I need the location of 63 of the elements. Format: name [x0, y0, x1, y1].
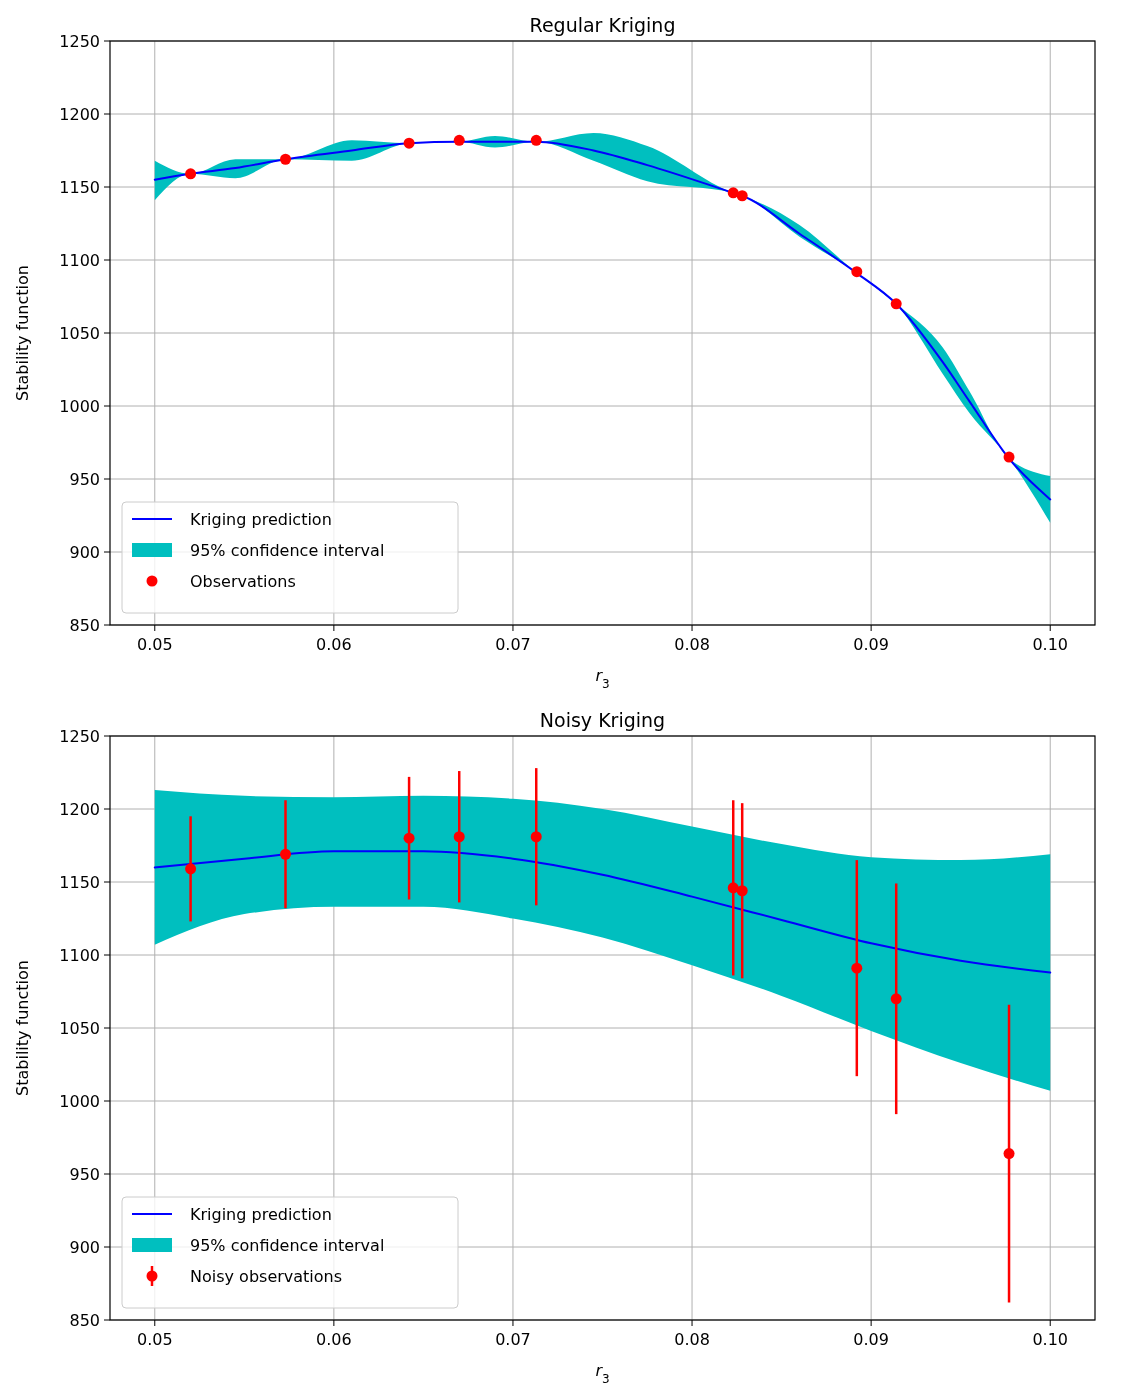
x-tick-label: 0.08 — [674, 635, 710, 654]
legend-label: Noisy observations — [190, 1266, 343, 1286]
legend-label: Observations — [190, 571, 296, 591]
y-tick-label: 900 — [69, 1237, 100, 1257]
y-tick-label: 950 — [69, 469, 100, 489]
y-tick-label: 850 — [69, 615, 100, 635]
x-tick-label: 0.06 — [316, 635, 352, 654]
y-tick-label: 900 — [69, 542, 100, 562]
point — [453, 134, 465, 146]
point — [280, 848, 292, 860]
x-tick-label: 0.09 — [853, 1330, 889, 1349]
point — [530, 831, 542, 843]
y-axis-title: Stability function — [13, 960, 32, 1096]
point — [890, 993, 902, 1005]
point — [727, 882, 739, 894]
y-tick-label: 1050 — [59, 323, 100, 343]
legend-label: 95% confidence interval — [190, 540, 385, 560]
y-tick-label: 950 — [69, 1164, 100, 1184]
y-tick-label: 1100 — [59, 945, 100, 965]
y-axis-title: Stability function — [13, 265, 32, 401]
point — [530, 134, 542, 146]
chart-title: Noisy Kriging — [539, 709, 666, 731]
x-tick-label: 0.05 — [136, 1330, 173, 1349]
legend-label: Kriging prediction — [190, 1204, 332, 1224]
point — [185, 863, 197, 875]
y-tick-label: 1200 — [59, 799, 100, 819]
point — [403, 137, 415, 149]
point — [1003, 451, 1015, 463]
point — [736, 885, 748, 897]
y-tick-label: 1250 — [59, 31, 100, 51]
x-tick-label: 0.10 — [1032, 635, 1069, 654]
point — [736, 190, 748, 202]
y-tick-label: 1200 — [59, 104, 100, 124]
x-tick-label: 0.06 — [316, 1330, 352, 1349]
x-tick-label: 0.10 — [1032, 1330, 1069, 1349]
legend-label: Kriging prediction — [190, 509, 332, 529]
chart-title: Regular Kriging — [529, 14, 676, 36]
point — [280, 153, 292, 165]
x-axis-title: r$_{3}$ — [595, 666, 610, 691]
point — [453, 831, 465, 843]
point — [403, 832, 415, 844]
y-tick-label: 1150 — [59, 177, 100, 197]
y-tick-label: 1250 — [59, 726, 100, 746]
x-tick-label: 0.07 — [495, 1330, 531, 1349]
x-tick-label: 0.07 — [495, 635, 531, 654]
point — [727, 187, 739, 199]
y-tick-label: 1100 — [59, 250, 100, 270]
y-tick-label: 1050 — [59, 1018, 100, 1038]
point — [851, 962, 863, 974]
y-tick-label: 1000 — [59, 1091, 100, 1111]
y-tick-label: 1000 — [59, 396, 100, 416]
point — [851, 266, 863, 278]
legend-label: 95% confidence interval — [190, 1235, 385, 1255]
x-tick-label: 0.09 — [853, 635, 889, 654]
y-tick-label: 850 — [69, 1310, 100, 1330]
x-axis-title: r$_{3}$ — [595, 1361, 610, 1386]
point — [1003, 1148, 1015, 1160]
x-tick-label: 0.08 — [674, 1330, 710, 1349]
point — [890, 298, 902, 310]
x-tick-label: 0.05 — [136, 635, 173, 654]
point — [185, 168, 197, 180]
line-series — [153, 850, 1052, 974]
y-tick-label: 1150 — [59, 872, 100, 892]
